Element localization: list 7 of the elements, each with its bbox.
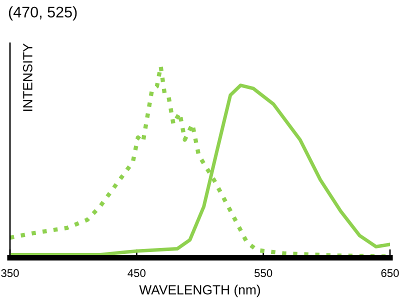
y-axis-title: INTENSITY	[23, 44, 32, 111]
x-tick-label: 450	[128, 269, 146, 278]
chart-title: (470, 525)	[8, 6, 77, 21]
x-axis-title: WAVELENGTH (nm)	[139, 284, 260, 298]
x-tick-label: 650	[381, 269, 399, 278]
x-tick-label: 350	[1, 269, 19, 278]
x-tick-label: 550	[254, 269, 272, 278]
